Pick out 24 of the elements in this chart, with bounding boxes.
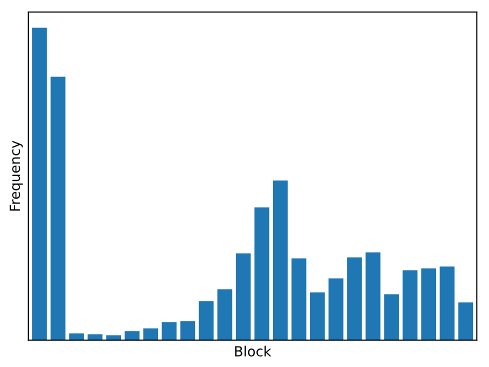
- bar: [402, 270, 418, 340]
- bar: [366, 252, 380, 340]
- bar: [106, 335, 122, 340]
- bar: [347, 257, 362, 340]
- bar: [50, 76, 66, 340]
- bar: [124, 331, 140, 340]
- bar: [421, 268, 436, 340]
- bar: [272, 180, 288, 340]
- bar: [32, 28, 47, 340]
- bar: [291, 258, 306, 340]
- bar: [217, 289, 232, 340]
- bar: [254, 207, 270, 340]
- bar: [180, 321, 196, 340]
- bar: [384, 294, 399, 340]
- bar: [198, 301, 214, 340]
- bar: [162, 322, 177, 340]
- y-axis-title: Frequency: [10, 140, 23, 211]
- bar: [236, 253, 251, 340]
- bar: [143, 328, 158, 340]
- bar: [440, 266, 455, 340]
- x-axis-title: Block: [235, 346, 272, 357]
- bar: [328, 278, 344, 340]
- bar: [458, 302, 474, 340]
- bar: [310, 292, 325, 340]
